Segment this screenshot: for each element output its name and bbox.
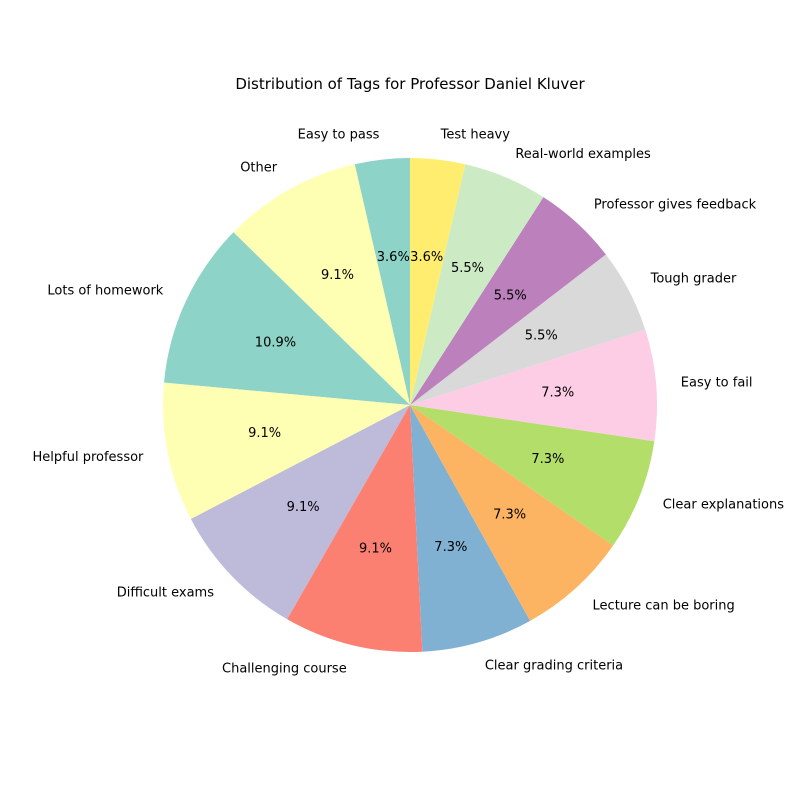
pie-percent-label: 9.1% <box>287 500 320 515</box>
pie-percent-label: 3.6% <box>410 250 443 265</box>
pie-percent-label: 5.5% <box>494 288 527 303</box>
pie-slice-easy-to-pass <box>354 158 410 405</box>
pie-percent-label: 7.3% <box>434 540 467 555</box>
pie-slice-test-heavy <box>410 158 466 405</box>
pie-category-label: Lots of homework <box>47 284 163 299</box>
pie-slice-other <box>233 164 410 405</box>
pie-percent-label: 7.3% <box>493 507 526 522</box>
pie-percent-label: 9.1% <box>359 542 392 557</box>
chart-title: Distribution of Tags for Professor Danie… <box>235 75 585 93</box>
pie-category-label: Test heavy <box>440 128 511 143</box>
pie-percent-label: 9.1% <box>248 426 281 441</box>
pie-slice-difficult-exams <box>190 405 410 620</box>
pie-slice-real-world-examples <box>410 164 544 405</box>
pie-category-label: Lecture can be boring <box>593 599 735 614</box>
pie-percent-label: 3.6% <box>377 250 410 265</box>
pie-category-label: Helpful professor <box>33 450 145 465</box>
pie-slice-tough-grader <box>410 254 646 405</box>
pie-slices <box>163 158 657 653</box>
pie-slice-professor-gives-feedback <box>410 197 606 405</box>
pie-percent-label: 7.3% <box>531 452 564 467</box>
pie-slice-helpful-professor <box>163 382 410 519</box>
pie-category-label: Difficult exams <box>117 586 215 601</box>
pie-category-labels: Easy to pass Other Lots of homework Helpful… <box>33 128 785 677</box>
pie-category-label: Other <box>240 161 278 176</box>
pie-category-label: Clear grading criteria <box>485 659 623 674</box>
pie-slice-clear-grading-criteria <box>410 405 531 652</box>
pie-slice-lots-of-homework <box>164 232 410 405</box>
pie-percent-labels: 3.6% 9.1% 10.9% 9.1% 9.1% 9.1% 7.3% 7.3% 7.3% 7.3… <box>248 250 574 556</box>
pie-slice-easy-to-fail <box>410 329 657 442</box>
pie-slice-lecture-can-be-boring <box>410 405 614 621</box>
pie-category-label: Easy to fail <box>681 375 753 390</box>
pie-percent-label: 10.9% <box>255 335 296 350</box>
pie-category-label: Easy to pass <box>298 128 380 143</box>
pie-category-label: Real-world examples <box>515 147 651 162</box>
pie-category-label: Clear explanations <box>663 497 785 512</box>
pie-category-label: Challenging course <box>222 662 347 677</box>
pie-slice-challenging-course <box>287 405 423 653</box>
pie-category-label: Tough grader <box>650 271 737 286</box>
pie-percent-label: 9.1% <box>321 268 354 283</box>
pie-percent-label: 7.3% <box>541 385 574 400</box>
pie-percent-label: 5.5% <box>451 261 484 276</box>
pie-slice-clear-explanations <box>410 405 655 546</box>
pie-percent-label: 5.5% <box>525 329 558 344</box>
pie-category-label: Professor gives feedback <box>594 197 757 212</box>
